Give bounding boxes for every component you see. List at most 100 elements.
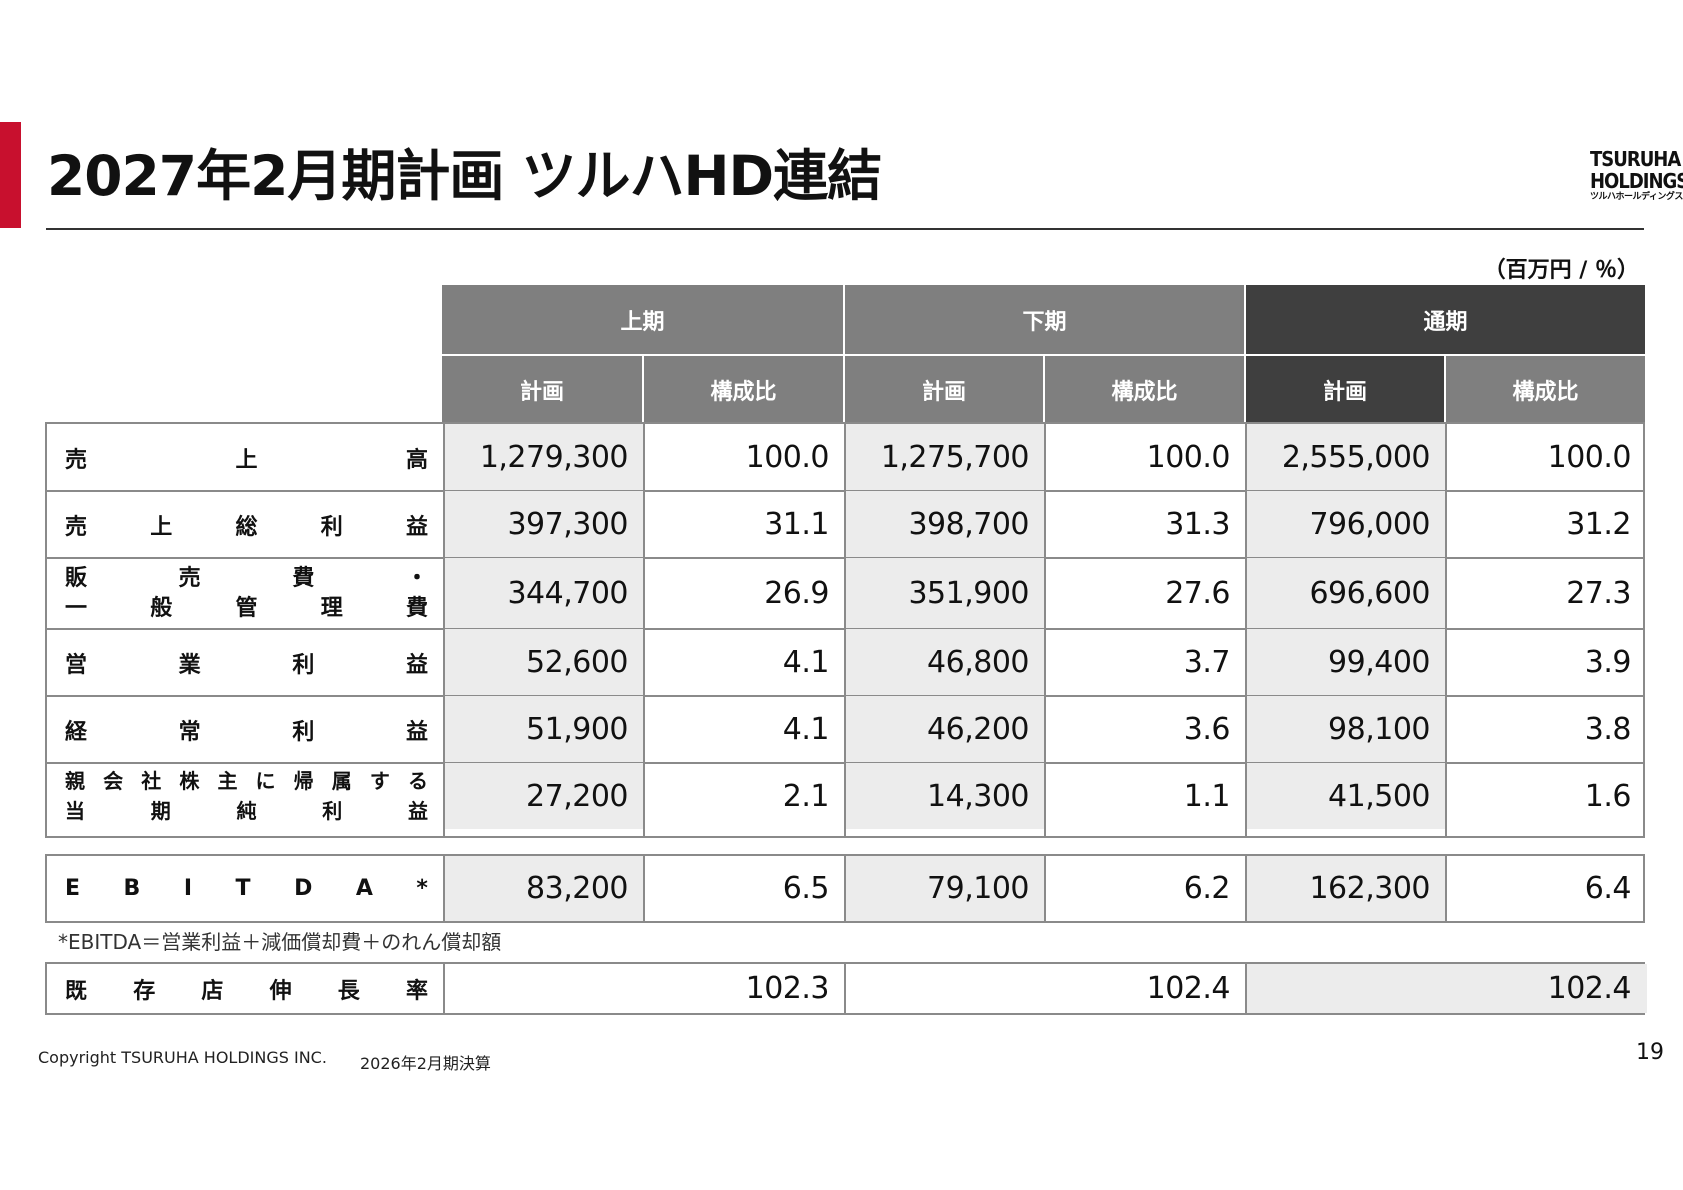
label-char: 常 (178, 719, 201, 745)
value-cell: 4.1 (782, 712, 830, 747)
copyright: Copyright TSURUHA HOLDINGS INC. (38, 1048, 327, 1067)
label-char: 業 (178, 652, 201, 678)
ebitda-footnote: *EBITDA＝営業利益＋減価償却費＋のれん償却額 (58, 930, 502, 954)
column-divider (844, 424, 846, 836)
label-line: 親会社株主に帰属する (65, 766, 428, 796)
value-cell: 100.0 (1146, 440, 1231, 475)
value-cell: 696,600 (1246, 558, 1446, 629)
value-cell: 344,700 (444, 558, 644, 629)
label-char: D (294, 876, 313, 901)
label-char: 益 (405, 719, 428, 745)
value-cell: 46,800 (845, 629, 1045, 696)
label-char: 当 (65, 799, 85, 823)
value-cell: 3.6 (1183, 712, 1231, 747)
subheader-plan-h1: 計画 (442, 354, 642, 423)
value-cell: 26.9 (764, 576, 829, 611)
value-cell: 3.7 (1183, 645, 1231, 680)
title-divider (46, 228, 1644, 230)
page-number: 19 (1636, 1040, 1664, 1065)
label-char: 帰 (293, 769, 314, 793)
column-divider (1245, 964, 1247, 1013)
logo-line-2: HOLDINGS (1590, 169, 1683, 193)
label-char: 既 (65, 978, 88, 1004)
label-char: 期 (150, 799, 171, 823)
label-char: 主 (217, 769, 238, 793)
column-divider (1445, 856, 1447, 921)
label-char: 売 (65, 447, 88, 473)
label-char: 売 (65, 514, 88, 540)
label-char: 会 (103, 769, 124, 793)
label-char: 利 (320, 514, 343, 540)
value-cell: 51,900 (444, 696, 644, 763)
same-store-growth-table: 既 存 店 伸 長 率 102.3 102.4 102.4 (45, 962, 1647, 1015)
value-cell: 6.4 (1584, 871, 1632, 906)
subheader-ratio-fy: 構成比 (1444, 354, 1645, 423)
label-char: 株 (179, 769, 200, 793)
value-cell: 102.3 (745, 971, 830, 1006)
label-char: 店 (201, 978, 224, 1004)
unit-label: （百万円 / ％） (1483, 258, 1639, 283)
label-char: A (355, 876, 373, 901)
label-char: 費 (292, 565, 315, 591)
value-cell: 1,275,700 (845, 424, 1045, 491)
value-cell: 2.1 (782, 778, 830, 814)
header-group-first-half: 上期 (442, 285, 843, 354)
label-char: 属 (331, 769, 352, 793)
value-cell: 2,555,000 (1246, 424, 1446, 491)
label-char: 益 (405, 514, 428, 540)
label-char: 経 (65, 719, 88, 745)
logo-line-1: TSURUHA (1590, 147, 1681, 171)
label-char: 般 (150, 595, 173, 621)
value-cell: 100.0 (1547, 440, 1632, 475)
row-label: 売上高 (47, 424, 444, 491)
label-char: に (255, 769, 276, 793)
label-char: 販 (65, 565, 88, 591)
label-line: 一般管理費 (65, 594, 428, 624)
subheader-plan-h2: 計画 (843, 354, 1043, 423)
column-divider (643, 856, 645, 921)
column-divider (643, 424, 645, 836)
value-cell: 79,100 (845, 856, 1045, 921)
label-char: 利 (292, 719, 315, 745)
column-divider (1245, 424, 1247, 836)
row-label: E B I T D A * (47, 856, 444, 921)
value-cell: 1.1 (1183, 778, 1231, 814)
value-cell: 102.4 (1246, 964, 1647, 1013)
subheader-ratio-h1: 構成比 (642, 354, 843, 423)
value-cell: 351,900 (845, 558, 1045, 629)
financial-plan-table: 売上高 1,279,300 100.0 1,275,700 100.0 2,555,000… (45, 422, 1645, 838)
value-cell: 398,700 (845, 491, 1045, 558)
row-label: 売上総利益 (47, 491, 444, 558)
label-char: 親 (65, 769, 85, 793)
row-label: 販売費・一般管理費 (47, 558, 444, 629)
label-char: 益 (408, 799, 428, 823)
value-cell: 46,200 (845, 696, 1045, 763)
page-title: 2027年2月期計画 ツルハHD連結 (47, 144, 882, 208)
column-divider (1245, 856, 1247, 921)
label-line: 販 売 費 ・ (65, 564, 428, 594)
value-cell: 27.6 (1165, 576, 1230, 611)
label-char: 営 (65, 652, 88, 678)
value-cell: 6.5 (782, 871, 830, 906)
label-char: 伸 (269, 978, 292, 1004)
label-char: 益 (405, 652, 428, 678)
label-char: 率 (405, 978, 428, 1004)
value-cell: 3.8 (1584, 712, 1632, 747)
value-cell: 14,300 (845, 763, 1045, 829)
column-divider (443, 856, 445, 921)
label-char: 存 (133, 978, 156, 1004)
label-char: 売 (178, 565, 201, 591)
value-cell: 1,279,300 (444, 424, 644, 491)
column-divider (1044, 424, 1046, 836)
label-char: I (183, 876, 193, 901)
label-char: 高 (405, 447, 428, 473)
label-char: 純 (236, 799, 257, 823)
column-divider (844, 856, 846, 921)
column-divider (844, 964, 846, 1013)
value-cell: 31.1 (764, 507, 829, 542)
value-cell: 31.2 (1566, 507, 1631, 542)
value-cell: 98,100 (1246, 696, 1446, 763)
row-label: 既存店伸長率 (47, 964, 444, 1013)
header-group-second-half: 下期 (843, 285, 1244, 354)
logo-line-3: ツルハホールディングス (1590, 192, 1683, 202)
